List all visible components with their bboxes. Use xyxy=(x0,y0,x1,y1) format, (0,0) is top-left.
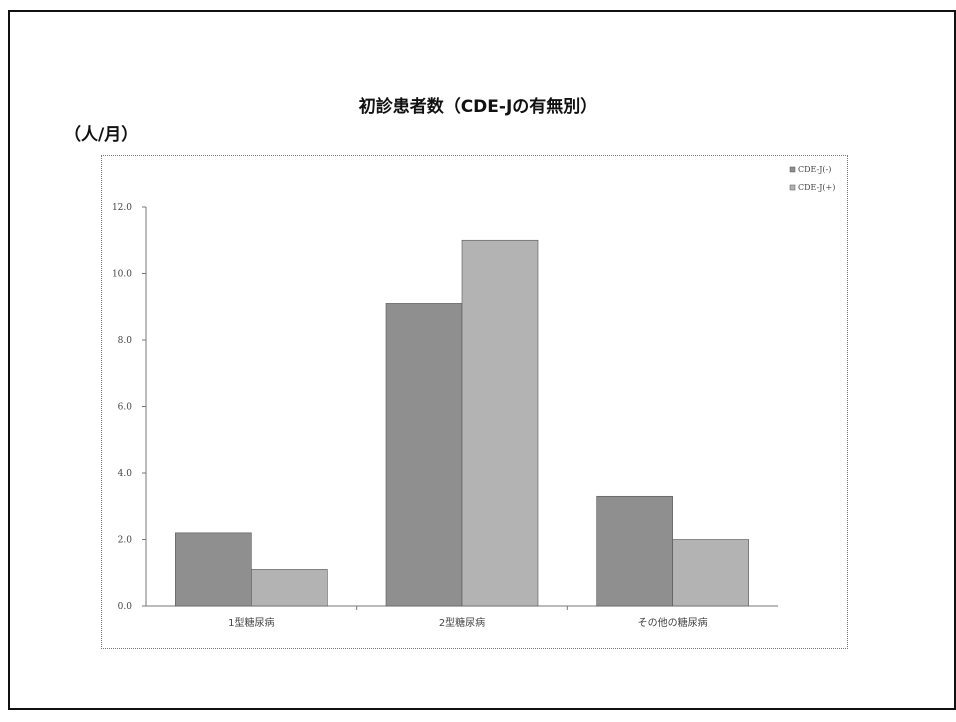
legend-label: CDE-J(+) xyxy=(798,183,835,192)
bar-cde-j-plus xyxy=(672,539,749,607)
x-category-label: 2型糖尿病 xyxy=(439,616,485,629)
legend-label: CDE-J(-) xyxy=(798,165,831,174)
bar-cde-j-minus xyxy=(175,532,252,607)
chart-title: 初診患者数（CDE-Jの有無別） xyxy=(358,97,598,117)
y-tick-label: 12.0 xyxy=(112,203,132,213)
legend-swatch xyxy=(789,184,796,191)
x-category-label: 1型糖尿病 xyxy=(228,616,274,629)
chart-area xyxy=(101,155,848,649)
x-category-label: その他の糖尿病 xyxy=(638,616,708,629)
y-axis-unit-label: （人/月） xyxy=(64,125,139,145)
y-tick-label: 0.0 xyxy=(118,602,133,612)
bar-cde-j-minus xyxy=(596,495,673,607)
y-tick-label: 10.0 xyxy=(112,270,132,280)
legend-swatch xyxy=(789,166,796,173)
y-tick-label: 8.0 xyxy=(118,336,133,346)
bar-cde-j-plus xyxy=(251,569,328,607)
y-tick-label: 4.0 xyxy=(118,469,133,479)
bar-cde-j-plus xyxy=(461,239,539,607)
y-tick-label: 6.0 xyxy=(118,403,133,413)
y-tick-label: 2.0 xyxy=(118,536,133,546)
bar-cde-j-minus xyxy=(385,303,463,607)
